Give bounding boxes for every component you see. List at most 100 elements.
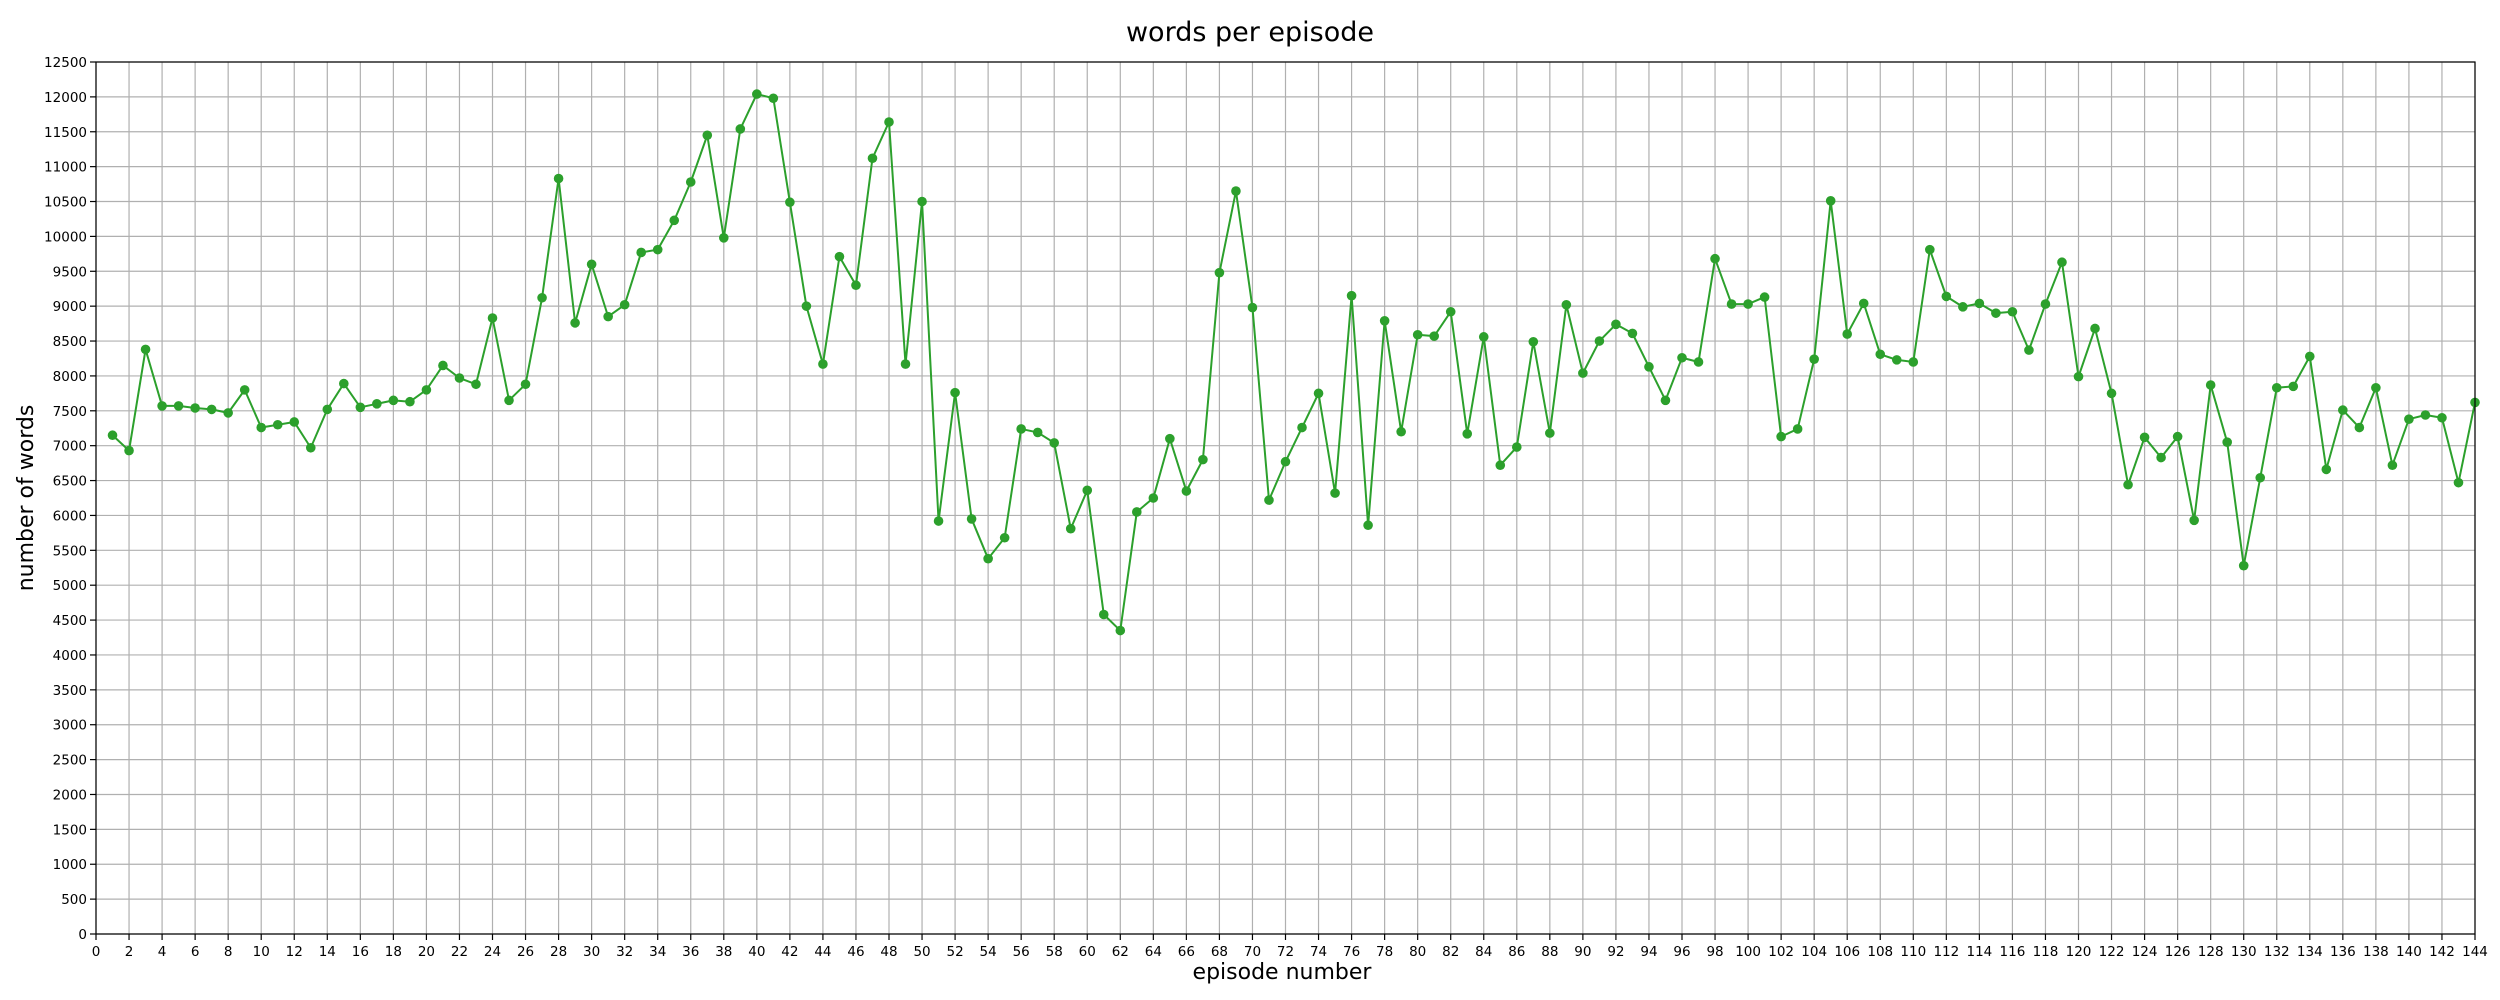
x-tick-label: 114 <box>1966 944 1992 960</box>
y-tick-label: 6000 <box>53 508 87 524</box>
data-point <box>1065 523 1076 534</box>
data-point <box>1165 433 1175 444</box>
x-tick-label: 46 <box>847 944 864 960</box>
y-tick-label: 7500 <box>53 404 87 420</box>
data-point <box>884 117 894 127</box>
data-point <box>900 359 911 369</box>
y-tick-label: 6500 <box>53 474 87 490</box>
data-point <box>669 215 680 226</box>
x-tick-label: 112 <box>1933 944 1959 960</box>
x-tick-label: 90 <box>1574 944 1591 960</box>
y-tick-label: 4000 <box>53 648 87 664</box>
data-point <box>2387 460 2398 471</box>
data-point <box>1181 486 1192 496</box>
x-tick-label: 140 <box>2396 944 2422 960</box>
data-point <box>1313 388 1324 399</box>
data-point <box>124 445 134 456</box>
x-tick-label: 60 <box>1079 944 1096 960</box>
x-tick-label: 36 <box>682 944 699 960</box>
data-point <box>1478 332 1489 342</box>
data-point <box>801 301 812 311</box>
data-point <box>1330 488 1340 498</box>
data-point <box>1660 395 1671 406</box>
data-point <box>2354 422 2365 433</box>
data-point <box>2271 382 2282 393</box>
data-point <box>983 553 993 564</box>
data-point <box>1098 609 1109 620</box>
data-point <box>322 404 333 415</box>
data-point <box>2139 432 2150 443</box>
data-point <box>107 430 118 441</box>
data-point <box>272 419 283 430</box>
x-tick-label: 136 <box>2330 944 2356 960</box>
data-point <box>2420 410 2431 420</box>
data-point <box>471 379 481 390</box>
data-point <box>917 196 927 207</box>
data-point <box>405 396 415 407</box>
x-tick-label: 50 <box>913 944 930 960</box>
x-tick-label: 78 <box>1376 944 1393 960</box>
data-point <box>1280 456 1291 467</box>
data-point <box>1594 336 1605 346</box>
data-point <box>851 280 861 291</box>
data-point <box>2321 464 2332 475</box>
data-point <box>1115 625 1126 636</box>
data-point <box>1776 431 1786 442</box>
x-tick-label: 94 <box>1640 944 1657 960</box>
data-point <box>289 417 300 427</box>
x-tick-label: 70 <box>1244 944 1261 960</box>
data-point <box>1511 442 1522 452</box>
y-tick-label: 9500 <box>53 264 87 280</box>
x-tick-label: 32 <box>616 944 633 960</box>
data-point <box>1578 368 1588 378</box>
x-tick-label: 38 <box>715 944 732 960</box>
data-point <box>2222 437 2232 447</box>
x-tick-label: 76 <box>1343 944 1360 960</box>
x-tick-label: 104 <box>1801 944 1827 960</box>
data-point <box>2172 431 2183 442</box>
data-point <box>1264 495 1274 505</box>
data-point <box>1743 299 1753 309</box>
data-point <box>1132 507 1142 517</box>
chart-title: words per episode <box>1126 17 1374 48</box>
x-tick-label: 20 <box>418 944 435 960</box>
y-tick-label: 1500 <box>53 822 87 838</box>
data-point <box>2106 388 2117 399</box>
x-tick-label: 124 <box>2132 944 2158 960</box>
data-point <box>1462 429 1473 439</box>
data-point <box>1297 422 1307 433</box>
data-point <box>2338 405 2348 415</box>
data-point <box>1396 426 1406 437</box>
x-tick-label: 96 <box>1673 944 1690 960</box>
x-tick-label: 134 <box>2297 944 2323 960</box>
x-tick-label: 122 <box>2099 944 2125 960</box>
y-tick-label: 7000 <box>53 439 87 455</box>
data-point <box>190 403 200 413</box>
data-point <box>157 401 167 411</box>
data-point <box>1198 454 1208 465</box>
data-point <box>685 177 696 187</box>
x-tick-label: 14 <box>319 944 336 960</box>
data-point <box>1379 316 1390 326</box>
x-tick-label: 54 <box>980 944 997 960</box>
data-point <box>2024 345 2034 355</box>
x-tick-label: 4 <box>158 944 167 960</box>
data-point <box>619 299 630 310</box>
y-tick-label: 5500 <box>53 543 87 559</box>
data-point <box>652 244 663 255</box>
data-point <box>454 373 465 383</box>
x-tick-label: 130 <box>2231 944 2257 960</box>
data-point <box>2288 381 2299 392</box>
data-point <box>2123 479 2133 490</box>
data-point <box>2040 299 2051 309</box>
data-point <box>2304 351 2315 362</box>
x-tick-label: 26 <box>517 944 534 960</box>
data-point <box>1974 298 1985 309</box>
y-tick-label: 10000 <box>44 229 87 245</box>
data-point <box>1049 438 1060 448</box>
x-tick-label: 58 <box>1046 944 1063 960</box>
data-point <box>1247 302 1258 313</box>
data-point <box>1346 290 1357 301</box>
x-tick-label: 86 <box>1508 944 1525 960</box>
